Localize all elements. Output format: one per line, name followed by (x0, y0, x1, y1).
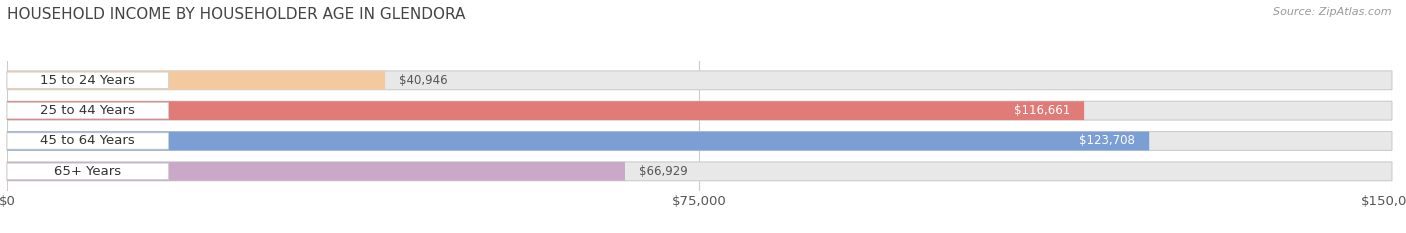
FancyBboxPatch shape (7, 71, 385, 90)
FancyBboxPatch shape (7, 71, 1392, 90)
FancyBboxPatch shape (7, 101, 1392, 120)
FancyBboxPatch shape (7, 101, 1084, 120)
Text: HOUSEHOLD INCOME BY HOUSEHOLDER AGE IN GLENDORA: HOUSEHOLD INCOME BY HOUSEHOLDER AGE IN G… (7, 7, 465, 22)
FancyBboxPatch shape (7, 103, 169, 119)
Text: $66,929: $66,929 (638, 165, 688, 178)
Text: $123,708: $123,708 (1080, 134, 1135, 147)
Text: 15 to 24 Years: 15 to 24 Years (41, 74, 135, 87)
Text: 65+ Years: 65+ Years (55, 165, 121, 178)
Text: 45 to 64 Years: 45 to 64 Years (41, 134, 135, 147)
Text: $40,946: $40,946 (399, 74, 447, 87)
FancyBboxPatch shape (7, 162, 626, 181)
FancyBboxPatch shape (7, 72, 169, 89)
FancyBboxPatch shape (7, 162, 1392, 181)
FancyBboxPatch shape (7, 132, 1392, 150)
FancyBboxPatch shape (7, 163, 169, 180)
Text: $116,661: $116,661 (1014, 104, 1070, 117)
Text: 25 to 44 Years: 25 to 44 Years (41, 104, 135, 117)
FancyBboxPatch shape (7, 132, 1149, 150)
Text: Source: ZipAtlas.com: Source: ZipAtlas.com (1274, 7, 1392, 17)
FancyBboxPatch shape (7, 133, 169, 149)
